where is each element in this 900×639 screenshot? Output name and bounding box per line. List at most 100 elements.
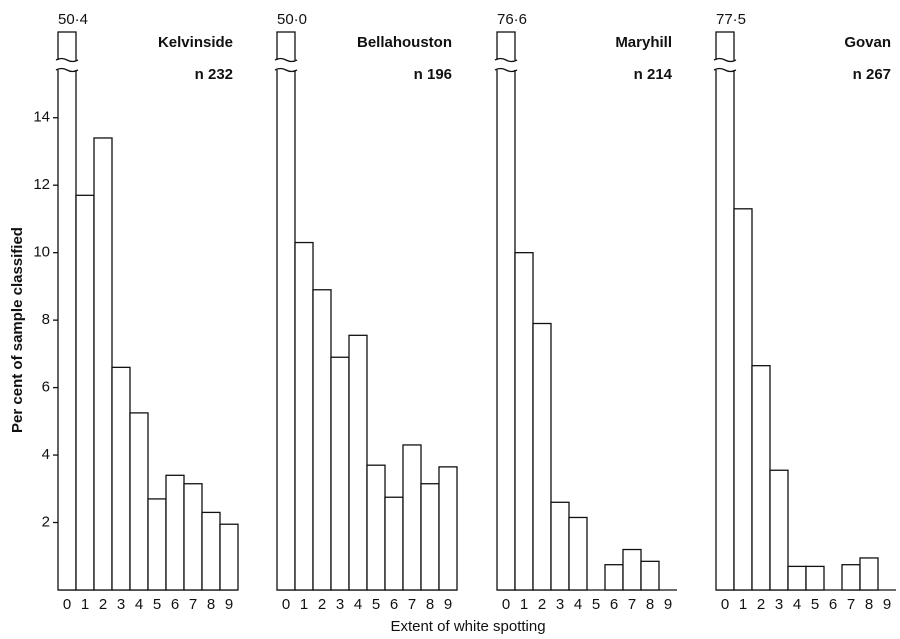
bar [348,334,368,591]
bar [787,565,807,591]
value-label: 50·4 [58,11,88,28]
axis-break [714,60,736,70]
x-tick-label: 0 [63,596,71,613]
y-tick-label: 14 [33,109,50,126]
x-tick-label: 5 [153,596,161,613]
x-tick-label: 3 [336,596,344,613]
x-tick-label: 0 [721,596,729,613]
bar [532,322,552,591]
bar [715,31,735,591]
bar [769,469,789,591]
panel-annotation: n 267 [853,66,891,83]
axis-break-line [494,67,518,73]
bar [622,548,642,591]
x-tick-label: 2 [538,596,546,613]
axis-break-line [713,57,737,63]
x-tick-label: 1 [739,596,747,613]
bar [751,365,771,591]
bar [366,464,386,591]
x-tick-label: 6 [171,596,179,613]
value-label: 77·5 [716,11,746,28]
bar [129,412,149,591]
axis-break-line [55,67,79,73]
bar [183,483,203,591]
bar [496,31,516,591]
y-tick-label: 12 [33,176,50,193]
bar [276,31,296,591]
y-tick-label: 6 [42,379,50,396]
x-axis-label: Extent of white spotting [390,618,545,635]
x-tick-label: 3 [775,596,783,613]
x-tick-label: 3 [556,596,564,613]
y-axis-label: Per cent of sample classified [9,227,26,433]
bar [859,557,879,591]
x-tick-label: 1 [81,596,89,613]
x-tick-label: 7 [189,596,197,613]
axis-break [56,60,78,70]
y-tick-label: 10 [33,244,50,261]
x-tick-label: 9 [664,596,672,613]
x-tick-label: 0 [502,596,510,613]
bar [93,137,113,591]
x-tick-label: 2 [318,596,326,613]
bar [111,366,131,591]
x-tick-label: 3 [117,596,125,613]
bar [550,501,570,591]
y-tick-label: 2 [42,514,50,531]
x-tick-label: 5 [592,596,600,613]
axis-break [495,60,517,70]
axis-break-line [494,57,518,63]
bar [312,289,332,591]
x-tick-label: 8 [646,596,654,613]
x-tick-label: 9 [883,596,891,613]
x-tick-label: 0 [282,596,290,613]
x-tick-label: 7 [628,596,636,613]
x-tick-label: 5 [372,596,380,613]
x-tick-label: 6 [829,596,837,613]
y-tick-label: 4 [42,446,50,463]
bar [330,356,350,591]
panel-title: Bellahouston [357,34,452,51]
bar [640,560,660,591]
x-tick-label: 2 [757,596,765,613]
bar [604,564,624,591]
panel-title: Govan [844,34,891,51]
x-tick-label: 7 [847,596,855,613]
x-tick-label: 1 [520,596,528,613]
y-tick-label: 8 [42,311,50,328]
panel-title: Kelvinside [158,34,233,51]
axis-break-line [55,57,79,63]
x-tick-label: 1 [300,596,308,613]
x-tick-label: 6 [390,596,398,613]
x-tick-label: 7 [408,596,416,613]
x-tick-label: 2 [99,596,107,613]
x-tick-label: 4 [354,596,362,613]
panel-title: Maryhill [615,34,672,51]
axis-break-line [274,67,298,73]
x-tick-label: 5 [811,596,819,613]
x-tick-label: 4 [793,596,801,613]
bar [294,241,314,591]
axis-break [275,60,297,70]
bar [420,483,440,591]
x-tick-label: 8 [207,596,215,613]
bar [147,498,167,591]
x-tick-label: 4 [574,596,582,613]
x-tick-label: 4 [135,596,143,613]
bar [841,564,861,591]
bar [514,252,534,591]
bar [805,565,825,591]
axis-break-line [274,57,298,63]
panel-annotation: n 232 [195,66,233,83]
bar [165,474,185,591]
bar [402,444,422,591]
panel-annotation: n 214 [634,66,673,83]
x-tick-label: 9 [225,596,233,613]
bar [568,516,588,591]
bar [438,466,458,591]
x-tick-label: 8 [426,596,434,613]
value-label: 76·6 [497,11,527,28]
value-label: 50·0 [277,11,307,28]
panel-annotation: n 196 [414,66,452,83]
